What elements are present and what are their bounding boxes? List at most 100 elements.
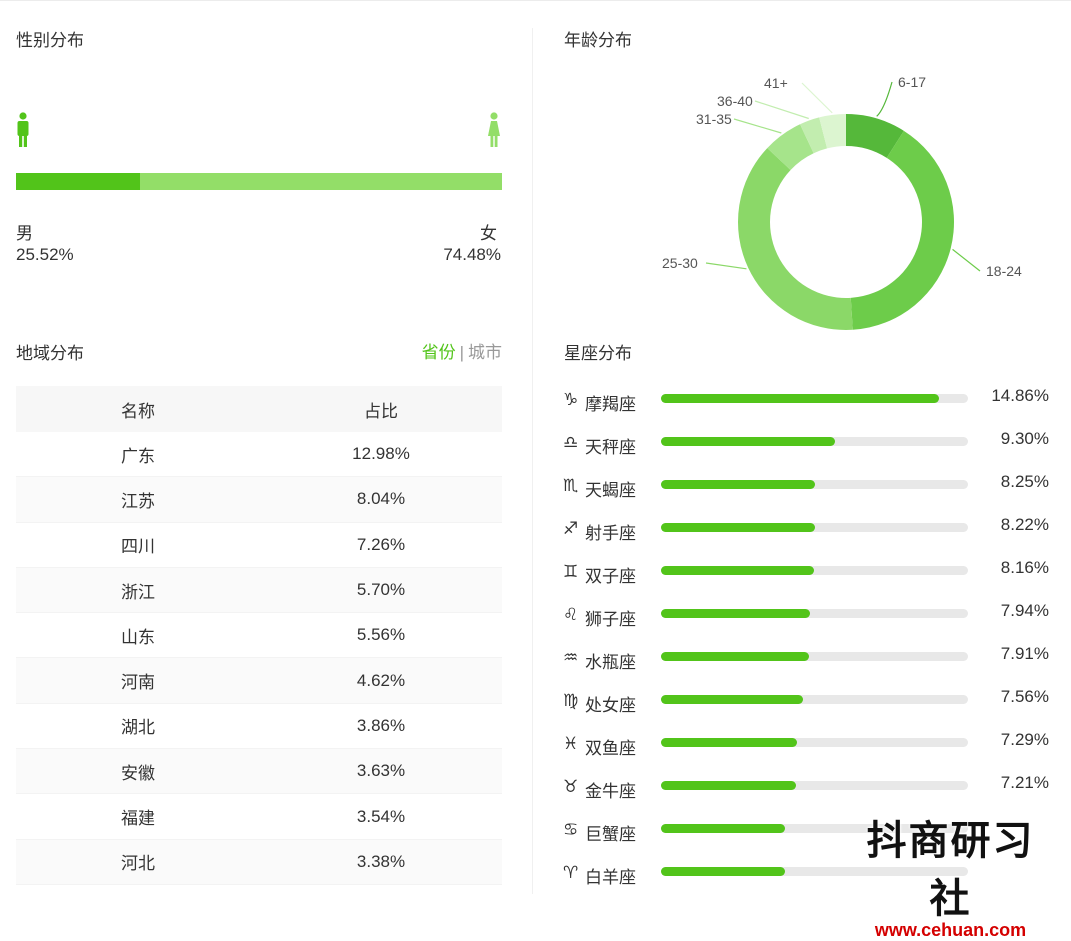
- zodiac-percent: 8.22%: [1000, 515, 1049, 534]
- zodiac-percent: 7.21%: [1000, 773, 1049, 792]
- column-header-ratio: 占比: [260, 386, 502, 432]
- zodiac-percent: 7.91%: [1000, 644, 1049, 663]
- zodiac-row: ♍ 处女座 7.56%: [563, 681, 1063, 724]
- region-table: 名称 占比 广东 12.98% 江苏 8.04% 四川 7.26% 浙江 5.70% 山…: [16, 386, 502, 885]
- zodiac-bar-track: [661, 523, 968, 532]
- table-row: 安徽 3.63%: [16, 748, 502, 795]
- zodiac-percent: 14.86%: [991, 386, 1049, 405]
- zodiac-bar-track: [661, 652, 968, 661]
- zodiac-bar-fill: [661, 523, 815, 532]
- zodiac-bar-fill: [661, 824, 785, 833]
- zodiac-percent: 9.30%: [1000, 429, 1049, 448]
- region-table-header: 名称 占比: [16, 386, 502, 432]
- region-title: 地域分布: [16, 344, 84, 363]
- zodiac-percent: 7.56%: [1000, 687, 1049, 706]
- table-row: 山东 5.56%: [16, 612, 502, 659]
- zodiac-row: ♓ 双鱼座 7.29%: [563, 724, 1063, 767]
- region-ratio: 8.04%: [260, 476, 502, 523]
- region-ratio: 3.38%: [260, 839, 502, 885]
- region-name: 湖北: [16, 703, 260, 750]
- zodiac-name: 双鱼座: [585, 739, 636, 758]
- age-slice-25-30: [738, 148, 853, 330]
- zodiac-title: 星座分布: [564, 344, 632, 363]
- zodiac-row: ♊ 双子座 8.16%: [563, 552, 1063, 595]
- region-ratio: 7.26%: [260, 522, 502, 568]
- column-header-name: 名称: [16, 386, 260, 432]
- age-slice-18-24: [850, 130, 954, 330]
- zodiac-taurus-icon: ♉: [563, 777, 579, 797]
- region-name: 四川: [16, 522, 260, 568]
- zodiac-gemini-icon: ♊: [563, 562, 579, 582]
- zodiac-bar-fill: [661, 652, 810, 661]
- zodiac-bar-track: [661, 781, 968, 790]
- zodiac-name: 水瓶座: [585, 653, 636, 672]
- zodiac-leo-icon: ♌: [563, 605, 579, 625]
- region-name: 安徽: [16, 748, 260, 795]
- age-slice-31-35: [767, 124, 814, 170]
- zodiac-cancer-icon: ♋: [563, 820, 579, 840]
- zodiac-bar-track: [661, 437, 968, 446]
- region-name: 广东: [16, 432, 260, 478]
- zodiac-aquarius-icon: ♒: [563, 648, 579, 668]
- zodiac-name: 巨蟹座: [585, 825, 636, 844]
- age-leader-line: [733, 118, 782, 134]
- age-leader-line: [876, 81, 893, 117]
- zodiac-name: 白羊座: [585, 868, 636, 887]
- zodiac-row: ♌ 狮子座 7.94%: [563, 595, 1063, 638]
- table-row: 浙江 5.70%: [16, 567, 502, 614]
- zodiac-row: ♑ 摩羯座 14.86%: [563, 380, 1063, 423]
- zodiac-sagittarius-icon: ♐: [563, 519, 579, 539]
- age-label: 31-35: [696, 111, 732, 127]
- age-slice-41+: [819, 114, 846, 149]
- age-leader-line: [754, 100, 809, 120]
- table-row: 江苏 8.04%: [16, 476, 502, 523]
- zodiac-virgo-icon: ♍: [563, 691, 579, 711]
- region-name: 山东: [16, 612, 260, 659]
- female-label: 女: [480, 224, 497, 243]
- zodiac-capricorn-icon: ♑: [563, 390, 579, 410]
- female-percent: 74.48%: [443, 245, 501, 264]
- region-ratio: 12.98%: [260, 432, 502, 478]
- tab-province[interactable]: 省份: [421, 343, 456, 362]
- table-row: 福建 3.54%: [16, 793, 502, 840]
- tab-separator: |: [459, 343, 464, 362]
- region-ratio: 3.63%: [260, 748, 502, 795]
- age-leader-line: [952, 248, 981, 272]
- table-row: 河北 3.38%: [16, 839, 502, 885]
- zodiac-bar-fill: [661, 480, 816, 489]
- age-label: 25-30: [662, 255, 698, 271]
- tab-city[interactable]: 城市: [468, 343, 502, 362]
- zodiac-row: ♎ 天秤座 9.30%: [563, 423, 1063, 466]
- female-icon: [488, 112, 500, 147]
- age-leader-line: [705, 262, 747, 270]
- region-name: 河北: [16, 839, 260, 885]
- age-title: 年龄分布: [564, 31, 632, 50]
- zodiac-row: ♈ 白羊座: [563, 853, 1063, 896]
- zodiac-bar-track: [661, 695, 968, 704]
- zodiac-bar-fill: [661, 566, 814, 575]
- zodiac-name: 摩羯座: [585, 395, 636, 414]
- zodiac-name: 天秤座: [585, 438, 636, 457]
- male-percent: 25.52%: [16, 245, 74, 264]
- zodiac-name: 处女座: [585, 696, 636, 715]
- table-row: 河南 4.62%: [16, 657, 502, 704]
- age-leader-line: [801, 82, 833, 114]
- zodiac-bar-fill: [661, 609, 810, 618]
- region-ratio: 5.56%: [260, 612, 502, 659]
- region-tabs: 省份 | 城市: [422, 338, 502, 363]
- zodiac-percent: 8.16%: [1000, 558, 1049, 577]
- zodiac-name: 天蝎座: [585, 481, 636, 500]
- zodiac-bar-fill: [661, 781, 796, 790]
- gender-title: 性别分布: [16, 31, 84, 50]
- top-border: [0, 0, 1071, 1]
- age-label: 6-17: [898, 74, 926, 90]
- region-ratio: 3.86%: [260, 703, 502, 750]
- zodiac-row: ♒ 水瓶座 7.91%: [563, 638, 1063, 681]
- zodiac-name: 金牛座: [585, 782, 636, 801]
- zodiac-bar-track: [661, 394, 968, 403]
- zodiac-percent: 7.29%: [1000, 730, 1049, 749]
- male-label: 男: [16, 224, 33, 243]
- region-name: 福建: [16, 793, 260, 840]
- age-label: 41+: [764, 75, 788, 91]
- male-icon: [17, 112, 29, 147]
